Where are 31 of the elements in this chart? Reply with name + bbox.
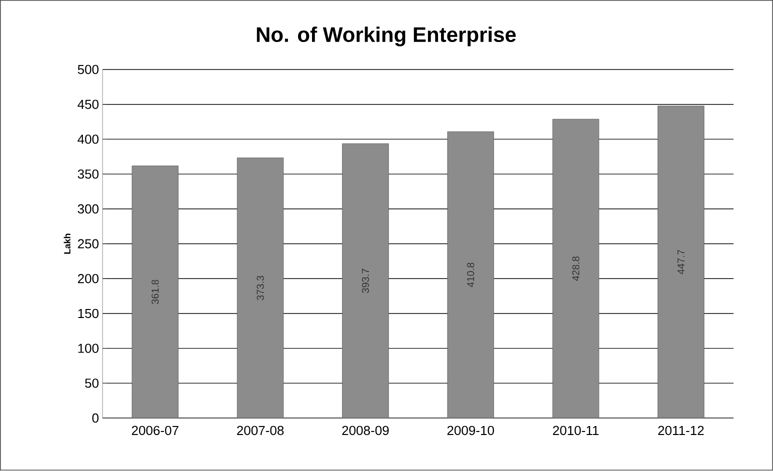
x-tick-label: 2007-08 — [237, 426, 284, 436]
x-tick-label: 2011-12 — [658, 426, 704, 436]
data-label: 361.8 — [152, 280, 159, 304]
bar — [658, 106, 704, 418]
x-tick-label: 2010-11 — [553, 426, 599, 436]
bar — [552, 119, 600, 418]
x-tick-label: 2006-07 — [132, 426, 178, 436]
y-tick-label: 350 — [78, 170, 99, 179]
bar — [236, 158, 284, 418]
chart-title: No. of Working Enterprise — [256, 26, 516, 47]
y-tick-label: 0 — [92, 414, 99, 423]
bar — [342, 144, 389, 418]
data-label: 410.8 — [467, 262, 474, 288]
y-tick-label: 150 — [78, 309, 99, 318]
x-tick-label: 2008-09 — [342, 426, 389, 436]
data-label: 373.3 — [256, 276, 264, 300]
x-tick-label: 2009-10 — [447, 426, 494, 436]
bar — [447, 132, 494, 418]
data-label: 447.7 — [678, 250, 684, 275]
data-label: 393.7 — [362, 269, 370, 294]
y-tick-label: 450 — [78, 100, 99, 110]
y-tick-label: 200 — [78, 274, 99, 284]
y-tick-label: 400 — [78, 134, 99, 144]
y-tick-label: 250 — [78, 239, 99, 249]
y-tick-label: 300 — [78, 204, 99, 214]
y-tick-label: 100 — [78, 344, 99, 354]
data-label: 428.8 — [572, 256, 580, 282]
y-tick-label: 50 — [85, 378, 99, 388]
bar — [132, 166, 178, 418]
y-axis-title: Lakh — [64, 234, 70, 254]
y-tick-label: 500 — [78, 65, 99, 74]
